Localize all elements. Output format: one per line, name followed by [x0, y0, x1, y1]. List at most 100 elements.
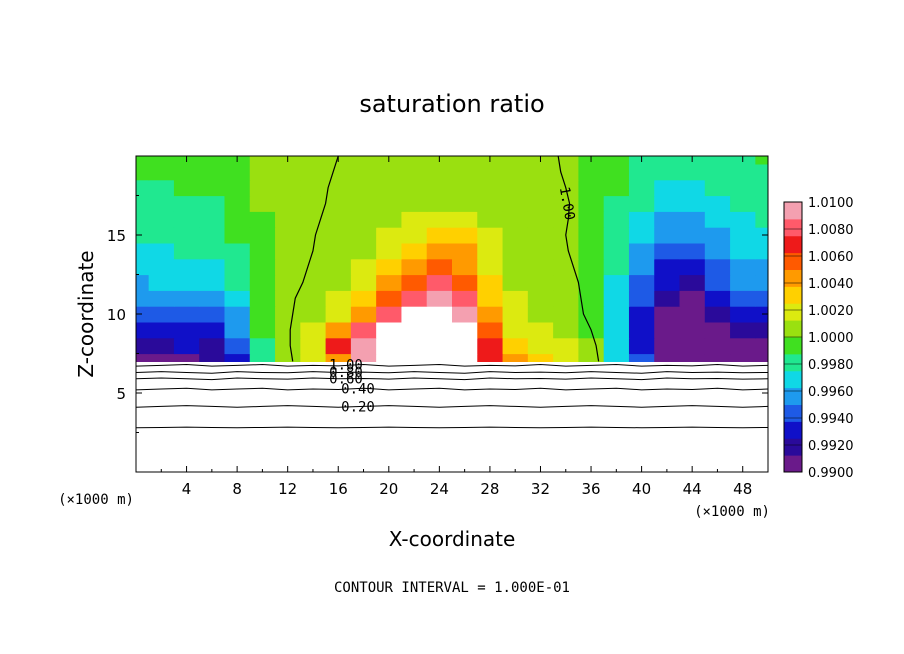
field-cell: [730, 337, 756, 355]
field-cell: [325, 179, 352, 197]
field-cell: [704, 290, 731, 307]
z-unit-label: (×1000 m): [58, 492, 134, 508]
field-cell: [224, 163, 251, 181]
field-cell: [654, 179, 681, 197]
colorbar-tick-label: 0.9940: [808, 412, 854, 427]
field-cell: [679, 353, 706, 362]
field-cell: [401, 274, 428, 291]
field-cell: [224, 242, 251, 260]
field-cell: [173, 227, 200, 244]
field-cell: [603, 274, 630, 291]
field-cell: [578, 353, 605, 362]
field-cell: [502, 227, 529, 244]
field-cell: [628, 227, 655, 244]
field-cell: [527, 337, 554, 355]
field-cell: [553, 195, 579, 212]
field-cell: [199, 242, 226, 260]
field-cell: [300, 337, 327, 355]
field-cell: [249, 211, 276, 228]
field-cell: [136, 321, 150, 339]
field-cell: [477, 337, 504, 355]
field-cell: [654, 306, 681, 323]
colorbar-swatch: [784, 202, 802, 220]
field-cell: [249, 321, 276, 339]
field-cell: [679, 179, 706, 197]
contour-line: [136, 371, 768, 374]
field-cell: [502, 337, 529, 355]
field-cell: [275, 290, 301, 307]
field-cell: [578, 258, 605, 276]
field-cell: [654, 195, 681, 212]
field-cell: [452, 337, 478, 355]
field-cell: [527, 163, 554, 181]
field-cell: [350, 227, 377, 244]
field-cell: [679, 321, 706, 339]
field-cell: [452, 227, 478, 244]
unity-isoline-label: 1.00: [556, 186, 578, 222]
x-tick-label: 4: [182, 480, 192, 498]
field-cell: [704, 353, 731, 362]
x-tick-label: 20: [379, 480, 398, 498]
field-cell: [275, 163, 301, 181]
colorbar-tick-label: 1.0100: [808, 196, 854, 211]
field-cell: [477, 163, 504, 181]
field-cell: [136, 163, 150, 181]
colorbar-swatch: [784, 218, 802, 237]
field-cell: [603, 156, 630, 165]
field-cell: [148, 258, 175, 276]
field-cell: [199, 258, 226, 276]
field-cell: [148, 321, 175, 339]
field-cell: [401, 306, 428, 323]
field-cell: [426, 179, 453, 197]
field-cell: [502, 274, 529, 291]
field-cell: [755, 337, 768, 355]
field-cell: [401, 353, 428, 362]
field-cell: [654, 258, 681, 276]
field-cell: [136, 156, 150, 165]
colorbar-swatch: [784, 303, 802, 321]
field-cell: [401, 290, 428, 307]
field-cell: [654, 211, 681, 228]
field-cell: [654, 290, 681, 307]
field-cell: [300, 258, 327, 276]
field-cell: [136, 337, 150, 355]
colorbar-tick-label: 1.0080: [808, 223, 854, 238]
field-cell: [249, 306, 276, 323]
field-cell: [452, 274, 478, 291]
field-cell: [249, 258, 276, 276]
colorbar-tick-label: 1.0000: [808, 331, 854, 346]
field-cell: [452, 306, 478, 323]
field-cell: [249, 156, 276, 165]
field-cell: [249, 179, 276, 197]
field-cell: [199, 353, 226, 362]
field-cell: [654, 321, 681, 339]
field-cell: [603, 353, 630, 362]
x-tick-label: 36: [581, 480, 600, 498]
field-cell: [755, 195, 768, 212]
field-cell: [249, 337, 276, 355]
field-cell: [477, 290, 504, 307]
field-cell: [477, 179, 504, 197]
field-cell: [376, 258, 403, 276]
field-cell: [275, 274, 301, 291]
field-cell: [401, 321, 428, 339]
x-tick-label: 28: [480, 480, 499, 498]
colorbar-swatch: [784, 235, 802, 254]
field-cell: [755, 306, 768, 323]
field-cell: [654, 227, 681, 244]
saturation-field: [136, 156, 768, 362]
field-cell: [173, 179, 200, 197]
field-cell: [654, 274, 681, 291]
field-cell: [553, 290, 579, 307]
field-cell: [527, 353, 554, 362]
field-cell: [603, 242, 630, 260]
x-unit-label: (×1000 m): [694, 504, 770, 520]
field-cell: [755, 353, 768, 362]
field-cell: [224, 274, 251, 291]
field-cell: [730, 195, 756, 212]
field-cell: [426, 337, 453, 355]
field-cell: [426, 242, 453, 260]
field-cell: [527, 290, 554, 307]
x-tick-label: 8: [232, 480, 242, 498]
field-cell: [224, 306, 251, 323]
